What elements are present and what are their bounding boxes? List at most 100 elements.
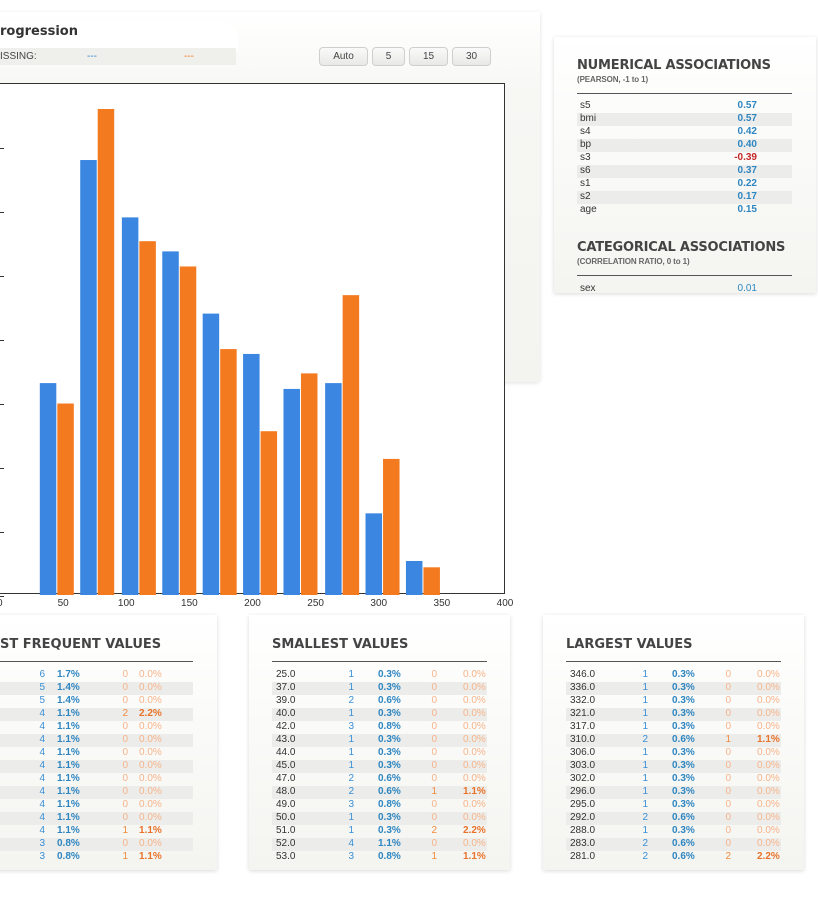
- percent-b: 0.0%: [757, 682, 780, 693]
- count-a: 1: [642, 825, 648, 836]
- percent-b: 2.2%: [139, 708, 162, 719]
- count-a: 1: [642, 682, 648, 693]
- percent-b: 0.0%: [757, 838, 780, 849]
- bins-30-button[interactable]: 30: [452, 47, 491, 66]
- assoc-row-s2: s2 0.17: [577, 191, 792, 204]
- y-tick-mark: [0, 148, 4, 149]
- value-row: 2.041.1%00.0%: [0, 812, 193, 825]
- percent-a: 0.3%: [672, 708, 695, 719]
- assoc-row-s3: s3 -0.39: [577, 152, 792, 165]
- percent-b: 2.2%: [757, 851, 780, 862]
- bar-series2-bin5: [220, 349, 237, 595]
- count-a: 6: [39, 669, 45, 680]
- value-row: 49.0 3 0.8% 0 0.0%: [272, 799, 487, 812]
- count-b: 0: [725, 760, 731, 771]
- value-label: 288.0: [570, 825, 596, 836]
- percent-a: 0.8%: [378, 799, 401, 810]
- value-label: 52.0: [276, 838, 296, 849]
- percent-b: 0.0%: [757, 760, 780, 771]
- bar-series1-bin1: [39, 383, 57, 595]
- value-row: 051.4%00.0%: [0, 682, 193, 695]
- percent-b: 2.2%: [463, 825, 486, 836]
- percent-b: 0.0%: [757, 825, 780, 836]
- value-label: 302.0: [570, 773, 596, 784]
- value-row: 44.0 1 0.3% 0 0.0%: [272, 747, 487, 760]
- value-row: 306.0 1 0.3% 0 0.0%: [566, 747, 781, 760]
- percent-b: 0.0%: [139, 721, 162, 732]
- percent-a: 0.3%: [672, 747, 695, 758]
- count-b: 0: [431, 773, 437, 784]
- percent-b: 0.0%: [757, 708, 780, 719]
- y-tick-mark: [0, 212, 4, 213]
- count-b: 0: [431, 682, 437, 693]
- count-a: 4: [39, 721, 45, 732]
- count-b: 0: [725, 812, 731, 823]
- count-a: 2: [642, 734, 648, 745]
- value-label: 346.0: [570, 669, 596, 680]
- assoc-value: 0.42: [737, 126, 757, 137]
- value-row: 321.0 1 0.3% 0 0.0%: [566, 708, 781, 721]
- value-label: 53.0: [276, 851, 296, 862]
- count-a: 2: [642, 812, 648, 823]
- count-b: 0: [431, 734, 437, 745]
- value-label: 48.0: [276, 786, 296, 797]
- bar-series1-bin6: [243, 353, 260, 595]
- value-label: 39.0: [276, 695, 296, 706]
- count-b: 0: [122, 838, 128, 849]
- count-a: 1: [642, 695, 648, 706]
- panel-title: rogression: [0, 24, 78, 39]
- bar-series1-bin3: [121, 217, 139, 595]
- count-b: 0: [431, 747, 437, 758]
- count-b: 0: [725, 695, 731, 706]
- count-b: 0: [725, 721, 731, 732]
- count-a: 3: [348, 799, 354, 810]
- bar-series1-bin2: [80, 160, 97, 595]
- value-label: 317.0: [570, 721, 596, 732]
- percent-b: 0.0%: [139, 669, 162, 680]
- count-a: 1: [348, 708, 354, 719]
- percent-a: 0.6%: [378, 695, 401, 706]
- bins-15-button[interactable]: 15: [409, 47, 448, 66]
- associations-panel: NUMERICAL ASSOCIATIONS (PEARSON, -1 to 1…: [554, 37, 816, 293]
- value-label: 44.0: [276, 747, 296, 758]
- percent-a: 0.6%: [378, 773, 401, 784]
- categorical-assoc-subtitle: (CORRELATION RATIO, 0 to 1): [577, 257, 690, 266]
- bins-5-button[interactable]: 5: [372, 47, 405, 66]
- count-b: 0: [725, 669, 731, 680]
- count-b: 0: [431, 760, 437, 771]
- assoc-row-s4: s4 0.42: [577, 126, 792, 139]
- count-a: 4: [39, 760, 45, 771]
- count-a: 1: [348, 682, 354, 693]
- percent-b: 1.1%: [463, 786, 486, 797]
- bins-auto-button[interactable]: Auto: [319, 47, 368, 66]
- count-b: 2: [725, 851, 731, 862]
- percent-b: 0.0%: [757, 669, 780, 680]
- value-row: 346.0 1 0.3% 0 0.0%: [566, 669, 781, 682]
- assoc-feature-name: s5: [580, 100, 591, 111]
- value-label: 295.0: [570, 799, 596, 810]
- percent-b: 0.0%: [463, 838, 486, 849]
- count-b: 0: [725, 786, 731, 797]
- value-row: 47.0 2 0.6% 0 0.0%: [272, 773, 487, 786]
- percent-a: 0.3%: [672, 799, 695, 810]
- value-row: 6.041.1%00.0%: [0, 786, 193, 799]
- count-a: 1: [642, 799, 648, 810]
- percent-b: 0.0%: [463, 682, 486, 693]
- percent-a: 1.1%: [57, 786, 80, 797]
- percent-a: 1.1%: [57, 760, 80, 771]
- smallest-values-card: SMALLEST VALUES 25.0 1 0.3% 0 0.0% 37.0 1 0.3% 0…: [249, 615, 510, 870]
- percent-b: 0.0%: [463, 773, 486, 784]
- value-label: 292.0: [570, 812, 596, 823]
- value-row: 296.0 1 0.3% 0 0.0%: [566, 786, 781, 799]
- percent-b: 1.1%: [463, 851, 486, 862]
- percent-a: 1.4%: [57, 695, 80, 706]
- value-label: 283.0: [570, 838, 596, 849]
- x-tick-label: 100: [117, 598, 135, 609]
- y-tick-mark: [0, 404, 4, 405]
- most-frequent-title: ST FREQUENT VALUES: [0, 637, 162, 652]
- percent-a: 0.8%: [57, 851, 80, 862]
- percent-a: 1.7%: [57, 669, 80, 680]
- bar-series2-bin7: [300, 373, 318, 595]
- assoc-value: -0.39: [734, 152, 757, 163]
- count-a: 4: [39, 747, 45, 758]
